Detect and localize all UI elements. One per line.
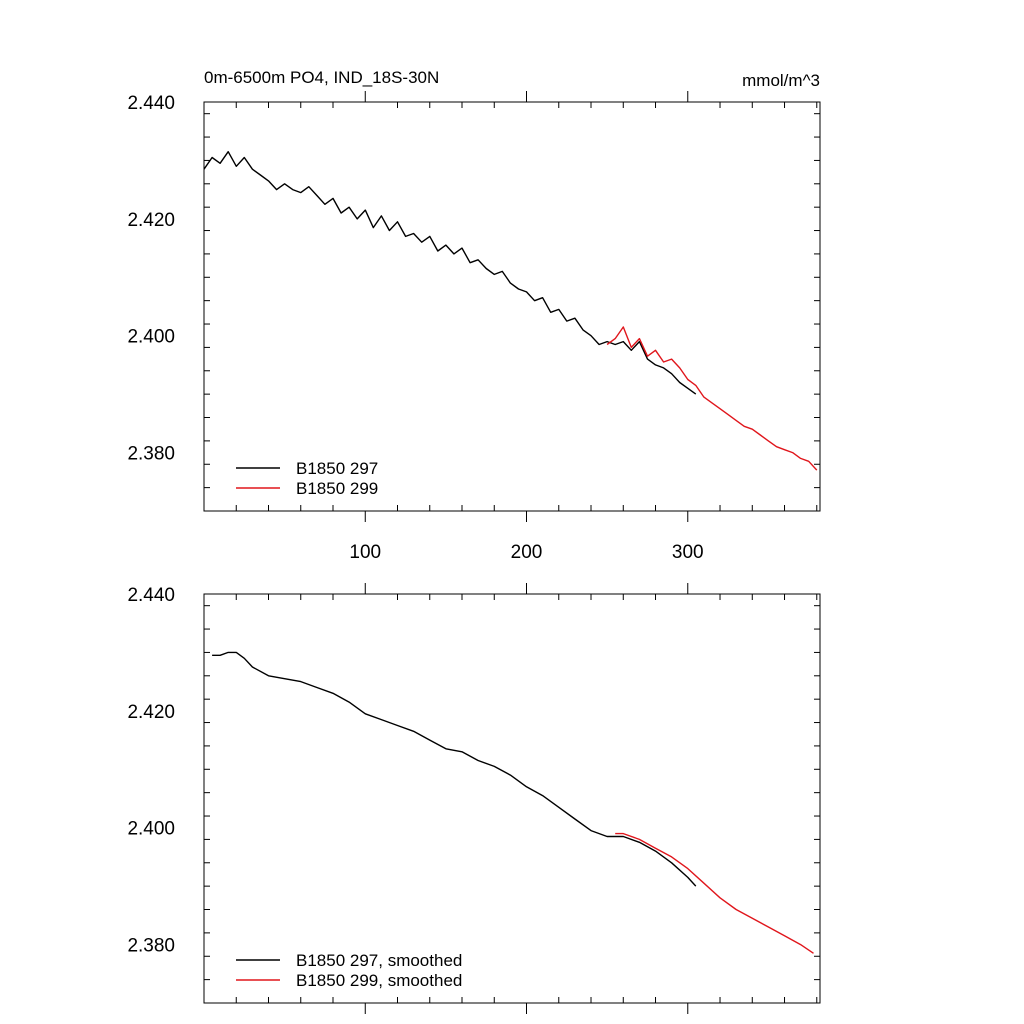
figure-title: 0m-6500m PO4, IND_18S-30N — [204, 68, 439, 87]
y-tick-label: 2.420 — [127, 702, 175, 723]
legend-label: B1850 299, smoothed — [296, 971, 462, 990]
series-line-299 — [615, 832, 814, 954]
smoothed-series-panel: 2.380 2.400 2.420 2.440 B1850 297, smoothedB… — [127, 583, 821, 1014]
y-tick-label: 2.380 — [127, 936, 175, 957]
y-tick-label: 2.440 — [127, 93, 175, 114]
legend-label: B1850 297, smoothed — [296, 951, 462, 970]
plot-frame — [203, 101, 821, 512]
y-tick-label: 2.420 — [127, 210, 175, 231]
y-tick-label: 2.380 — [127, 444, 175, 465]
figure-units: mmol/m^3 — [742, 71, 820, 90]
series-line-299 — [606, 326, 818, 471]
y-tick-label: 2.440 — [127, 585, 175, 606]
plot-frame — [203, 593, 821, 1004]
x-tick-label: 100 — [349, 542, 381, 563]
x-tick-label: 300 — [672, 542, 704, 563]
y-tick-label: 2.400 — [127, 327, 175, 348]
series-line-297 — [212, 651, 697, 887]
legend-label: B1850 297 — [296, 459, 378, 478]
x-tick-label: 200 — [511, 542, 543, 563]
series-line-297 — [203, 151, 697, 395]
y-tick-label: 2.400 — [127, 819, 175, 840]
legend-label: B1850 299 — [296, 479, 378, 498]
raw-series-panel: 2.380 2.400 2.420 2.440 100 200 300 B1850 297B1… — [127, 91, 821, 563]
